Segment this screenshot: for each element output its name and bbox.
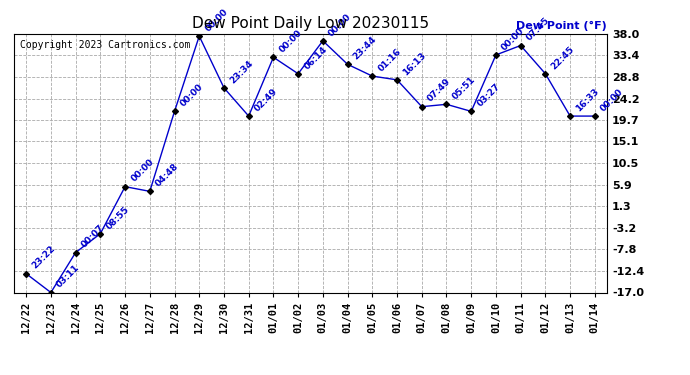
Text: 16:13: 16:13 bbox=[401, 51, 428, 77]
Text: 00:00: 00:00 bbox=[204, 7, 230, 33]
Text: 22:45: 22:45 bbox=[549, 44, 576, 71]
Text: 07:49: 07:49 bbox=[426, 77, 453, 104]
Text: 08:55: 08:55 bbox=[104, 204, 131, 231]
Text: 00:07: 00:07 bbox=[80, 223, 106, 250]
Text: 00:00: 00:00 bbox=[500, 26, 526, 52]
Title: Dew Point Daily Low 20230115: Dew Point Daily Low 20230115 bbox=[192, 16, 429, 31]
Text: 02:49: 02:49 bbox=[253, 87, 279, 113]
Text: 16:33: 16:33 bbox=[574, 87, 601, 113]
Text: 00:00: 00:00 bbox=[129, 158, 155, 184]
Text: 23:22: 23:22 bbox=[30, 244, 57, 271]
Text: 00:00: 00:00 bbox=[179, 82, 205, 109]
Text: 03:27: 03:27 bbox=[475, 82, 502, 109]
Text: 00:00: 00:00 bbox=[327, 12, 353, 38]
Text: Dew Point (°F): Dew Point (°F) bbox=[516, 21, 607, 31]
Text: 23:44: 23:44 bbox=[352, 35, 379, 62]
Text: 03:11: 03:11 bbox=[55, 263, 81, 290]
Text: 00:00: 00:00 bbox=[599, 87, 625, 113]
Text: 04:48: 04:48 bbox=[154, 162, 181, 189]
Text: 07:45: 07:45 bbox=[525, 16, 551, 43]
Text: 06:14: 06:14 bbox=[302, 44, 329, 71]
Text: Copyright 2023 Cartronics.com: Copyright 2023 Cartronics.com bbox=[20, 40, 190, 50]
Text: 01:16: 01:16 bbox=[377, 47, 403, 74]
Text: 00:00: 00:00 bbox=[277, 28, 304, 54]
Text: 23:34: 23:34 bbox=[228, 58, 255, 85]
Text: 05:51: 05:51 bbox=[451, 75, 477, 102]
